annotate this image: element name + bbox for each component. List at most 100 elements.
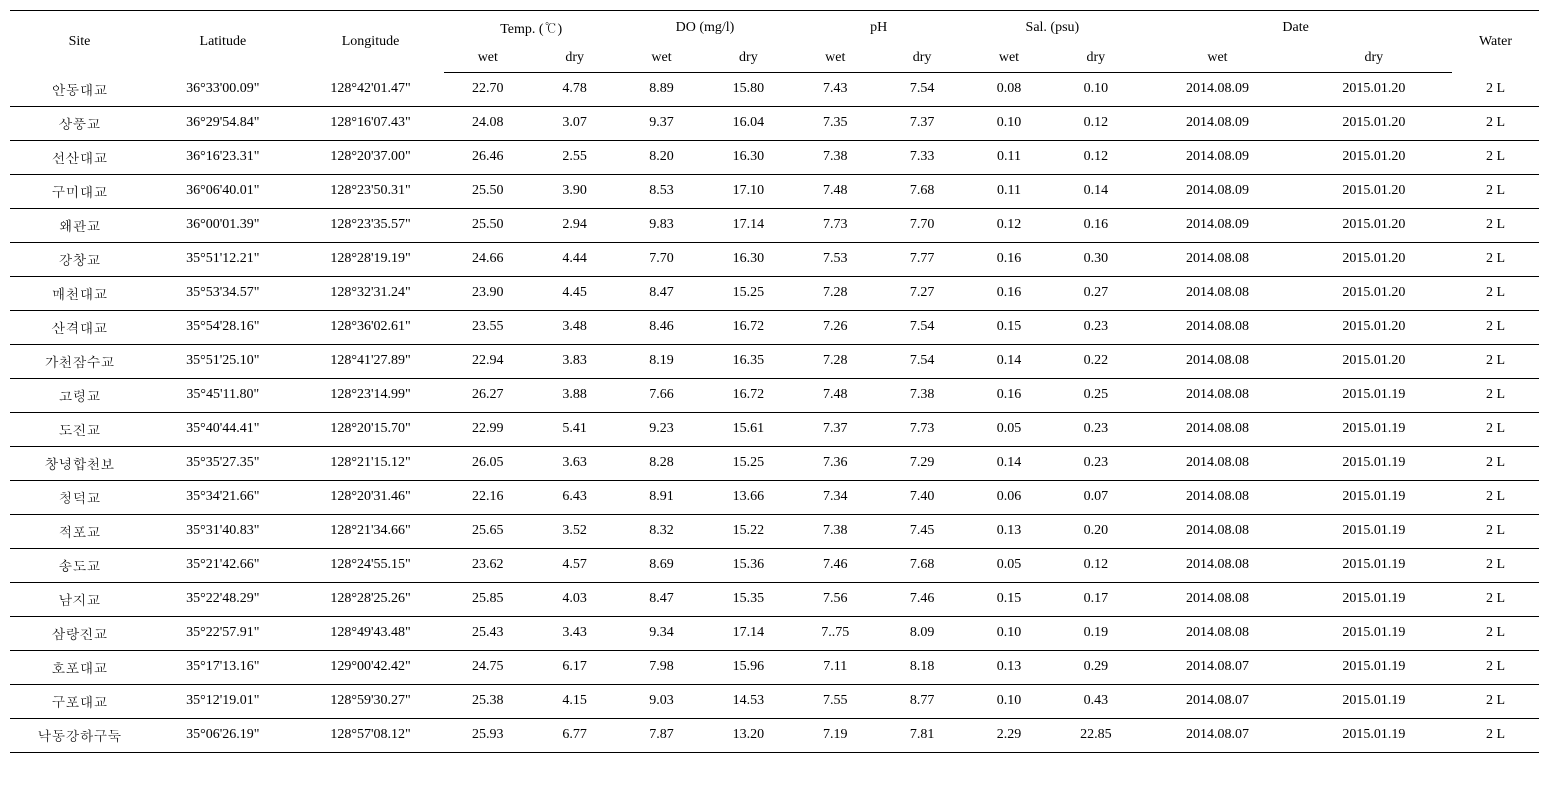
- cell-water: 2 L: [1452, 684, 1539, 718]
- cell-ph_wet: 7.36: [792, 446, 879, 480]
- cell-ph_wet: 7.73: [792, 208, 879, 242]
- cell-sal_dry: 0.30: [1052, 242, 1139, 276]
- cell-do_wet: 8.19: [618, 344, 705, 378]
- cell-lon: 128°20'31.46": [297, 480, 445, 514]
- header-ph: pH: [792, 11, 966, 45]
- cell-do_wet: 9.34: [618, 616, 705, 650]
- cell-temp_dry: 2.94: [531, 208, 618, 242]
- cell-lon: 128°20'37.00": [297, 140, 445, 174]
- table-row: 청덕교35°34'21.66"128°20'31.46"22.166.438.9…: [10, 480, 1539, 514]
- cell-water: 2 L: [1452, 480, 1539, 514]
- header-water: Water: [1452, 11, 1539, 73]
- cell-temp_dry: 3.63: [531, 446, 618, 480]
- cell-site: 상풍교: [10, 106, 149, 140]
- cell-sal_dry: 0.23: [1052, 446, 1139, 480]
- cell-ph_wet: 7.34: [792, 480, 879, 514]
- cell-do_dry: 13.20: [705, 718, 792, 752]
- cell-date_dry: 2015.01.19: [1296, 480, 1452, 514]
- header-temp: Temp. (℃): [444, 11, 618, 45]
- cell-sal_wet: 0.13: [966, 514, 1053, 548]
- cell-date_dry: 2015.01.20: [1296, 106, 1452, 140]
- cell-lon: 128°23'14.99": [297, 378, 445, 412]
- cell-date_dry: 2015.01.19: [1296, 514, 1452, 548]
- cell-sal_dry: 0.12: [1052, 106, 1139, 140]
- cell-date_dry: 2015.01.20: [1296, 73, 1452, 107]
- cell-ph_dry: 7.29: [879, 446, 966, 480]
- cell-date_dry: 2015.01.19: [1296, 718, 1452, 752]
- cell-temp_dry: 5.41: [531, 412, 618, 446]
- cell-sal_dry: 0.07: [1052, 480, 1139, 514]
- table-row: 낙동강하구둑35°06'26.19"128°57'08.12"25.936.77…: [10, 718, 1539, 752]
- cell-temp_wet: 22.70: [444, 73, 531, 107]
- cell-ph_wet: 7.28: [792, 344, 879, 378]
- cell-lat: 35°17'13.16": [149, 650, 297, 684]
- table-row: 도진교35°40'44.41"128°20'15.70"22.995.419.2…: [10, 412, 1539, 446]
- cell-do_wet: 8.53: [618, 174, 705, 208]
- cell-site: 매천대교: [10, 276, 149, 310]
- cell-water: 2 L: [1452, 582, 1539, 616]
- cell-ph_dry: 8.77: [879, 684, 966, 718]
- cell-lon: 128°41'27.89": [297, 344, 445, 378]
- cell-water: 2 L: [1452, 616, 1539, 650]
- cell-date_wet: 2014.08.09: [1139, 106, 1295, 140]
- cell-temp_dry: 6.77: [531, 718, 618, 752]
- cell-ph_dry: 8.09: [879, 616, 966, 650]
- cell-do_wet: 9.83: [618, 208, 705, 242]
- cell-lat: 35°40'44.41": [149, 412, 297, 446]
- table-row: 강창교35°51'12.21"128°28'19.19"24.664.447.7…: [10, 242, 1539, 276]
- cell-temp_wet: 24.08: [444, 106, 531, 140]
- cell-water: 2 L: [1452, 310, 1539, 344]
- cell-lat: 35°53'34.57": [149, 276, 297, 310]
- cell-ph_dry: 7.54: [879, 344, 966, 378]
- header-do-wet: wet: [618, 44, 705, 73]
- table-header: Site Latitude Longitude Temp. (℃) DO (mg…: [10, 11, 1539, 73]
- cell-sal_wet: 0.11: [966, 140, 1053, 174]
- cell-temp_wet: 25.43: [444, 616, 531, 650]
- cell-date_wet: 2014.08.08: [1139, 616, 1295, 650]
- cell-ph_wet: 7.11: [792, 650, 879, 684]
- cell-lat: 35°31'40.83": [149, 514, 297, 548]
- cell-sal_dry: 0.27: [1052, 276, 1139, 310]
- cell-sal_wet: 0.12: [966, 208, 1053, 242]
- cell-temp_dry: 4.15: [531, 684, 618, 718]
- cell-date_wet: 2014.08.08: [1139, 310, 1295, 344]
- header-date-dry: dry: [1296, 44, 1452, 73]
- cell-temp_wet: 23.90: [444, 276, 531, 310]
- header-latitude: Latitude: [149, 11, 297, 73]
- header-sal-dry: dry: [1052, 44, 1139, 73]
- cell-lon: 128°42'01.47": [297, 73, 445, 107]
- cell-ph_dry: 7.68: [879, 548, 966, 582]
- table-row: 구미대교36°06'40.01"128°23'50.31"25.503.908.…: [10, 174, 1539, 208]
- cell-sal_wet: 0.08: [966, 73, 1053, 107]
- cell-date_wet: 2014.08.09: [1139, 174, 1295, 208]
- cell-date_dry: 2015.01.20: [1296, 344, 1452, 378]
- cell-water: 2 L: [1452, 208, 1539, 242]
- cell-temp_dry: 4.45: [531, 276, 618, 310]
- cell-do_wet: 8.28: [618, 446, 705, 480]
- cell-temp_dry: 3.83: [531, 344, 618, 378]
- cell-temp_dry: 3.88: [531, 378, 618, 412]
- cell-ph_wet: 7.26: [792, 310, 879, 344]
- cell-do_wet: 8.32: [618, 514, 705, 548]
- cell-date_dry: 2015.01.19: [1296, 650, 1452, 684]
- cell-do_dry: 16.04: [705, 106, 792, 140]
- cell-sal_wet: 0.16: [966, 276, 1053, 310]
- cell-temp_dry: 3.48: [531, 310, 618, 344]
- cell-date_wet: 2014.08.08: [1139, 242, 1295, 276]
- cell-temp_wet: 25.65: [444, 514, 531, 548]
- cell-ph_wet: 7.48: [792, 378, 879, 412]
- cell-temp_dry: 2.55: [531, 140, 618, 174]
- cell-date_wet: 2014.08.08: [1139, 582, 1295, 616]
- header-sal: Sal. (psu): [966, 11, 1140, 45]
- cell-ph_dry: 7.68: [879, 174, 966, 208]
- cell-temp_wet: 25.85: [444, 582, 531, 616]
- header-do-dry: dry: [705, 44, 792, 73]
- cell-site: 적포교: [10, 514, 149, 548]
- cell-water: 2 L: [1452, 514, 1539, 548]
- cell-date_wet: 2014.08.07: [1139, 718, 1295, 752]
- header-ph-wet: wet: [792, 44, 879, 73]
- cell-do_wet: 9.23: [618, 412, 705, 446]
- table-row: 매천대교35°53'34.57"128°32'31.24"23.904.458.…: [10, 276, 1539, 310]
- cell-lat: 36°29'54.84": [149, 106, 297, 140]
- cell-do_wet: 9.37: [618, 106, 705, 140]
